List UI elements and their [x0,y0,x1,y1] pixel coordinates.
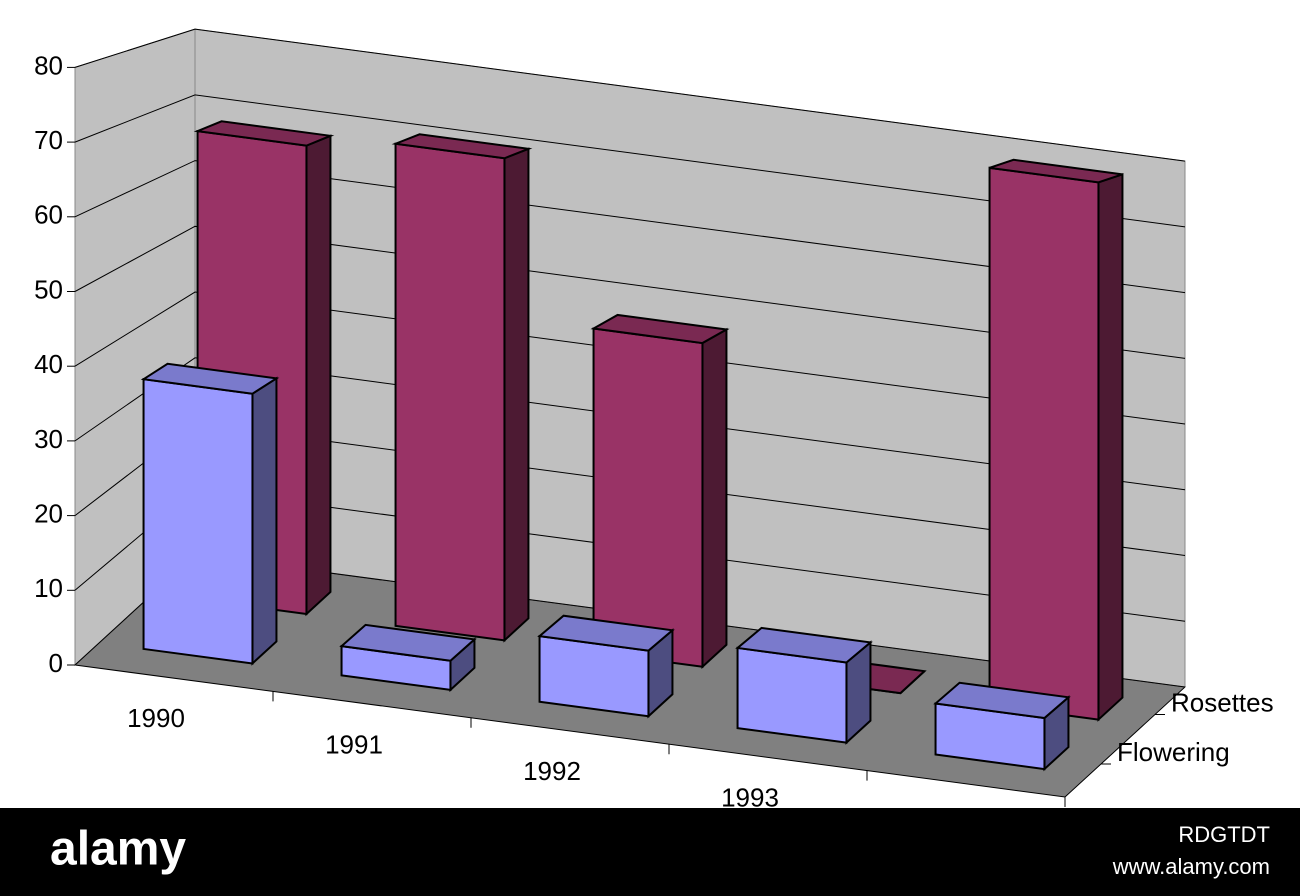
bar [590,313,730,670]
bar-side [251,376,278,666]
watermark-url: www.alamy.com [1112,854,1270,879]
bar-top [735,626,873,664]
plot-area: 0 10 20 30 40 50 60 70 80 Rosettes Flowering 1990 19… [34,28,1274,812]
bar-top [391,133,533,160]
bar [988,158,1124,722]
x-tick-label: 1990 [127,703,185,733]
grid-line [74,94,1186,228]
grid-line [74,291,1186,425]
y-tick-label: 60 [34,200,63,230]
bar-top [537,614,675,652]
bar-top [193,120,335,147]
bar-front [736,646,848,744]
bar-top [933,681,1071,720]
bar-top [339,623,477,662]
series-label: Rosettes [1171,687,1274,717]
x-tick-label: 1993 [721,782,779,812]
y-tick-label: 20 [34,498,63,528]
y-tick-label: 10 [34,573,63,603]
y-tick-label: 50 [34,274,63,304]
watermark-id: RDGTDT [1178,822,1270,847]
bar [933,681,1071,772]
bar-front [394,142,506,642]
watermark-brand: alamy [50,823,186,876]
bar-side [1097,172,1124,722]
bar-top [590,313,730,345]
bar-side [503,147,530,643]
bar-top [140,362,280,395]
bar-side [701,327,728,670]
watermark-band: alamy RDGTDT www.alamy.com [0,808,1300,896]
bar [391,133,533,643]
y-tick-label: 40 [34,349,63,379]
grid-line [74,357,1186,491]
grid-line [74,160,1186,294]
bar [140,362,280,666]
series-label: Flowering [1117,737,1230,767]
bar-front [592,327,704,668]
y-tick-label: 70 [34,125,63,155]
bar-front [988,166,1100,721]
bar [537,614,675,719]
bar [735,626,873,745]
grid-line [74,28,1186,162]
watermark-background [0,808,1300,896]
x-tick-label: 1992 [523,756,581,786]
y-tick-label: 30 [34,424,63,454]
x-tick-label: 1991 [325,729,383,759]
y-tick-label: 0 [49,648,63,678]
grid-line [74,225,1186,359]
bar-front [142,378,254,665]
bar [339,623,477,693]
bar-side [305,134,332,617]
bar-top [989,158,1123,184]
y-tick-label: 80 [34,50,63,80]
